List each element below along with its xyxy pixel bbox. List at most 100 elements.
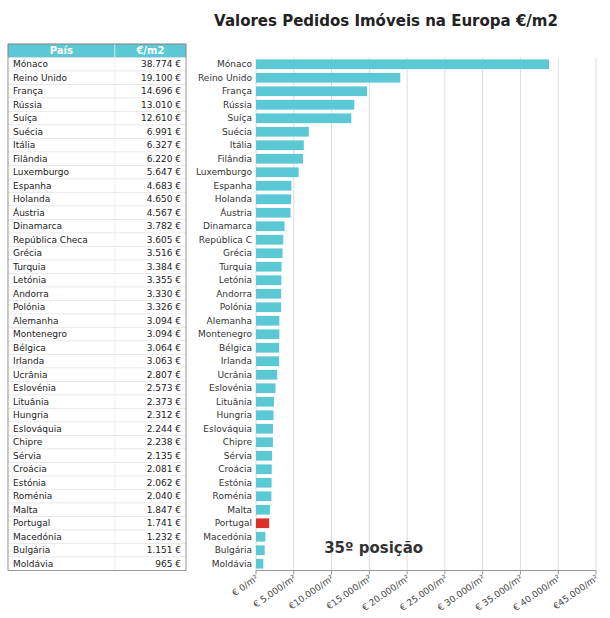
table-row (8, 247, 186, 261)
y-tick-label: Filândia (218, 154, 252, 164)
y-tick-label: Roménia (213, 491, 252, 501)
table-divider (114, 490, 115, 504)
x-tick (407, 571, 408, 575)
table-divider (114, 544, 115, 558)
table-value: 5.647 € (147, 167, 182, 177)
y-tick-label: Bulgária (215, 545, 252, 555)
table-divider (114, 98, 115, 112)
bar (256, 518, 269, 528)
table-row (8, 355, 186, 369)
table-country: Bélgica (13, 343, 46, 353)
y-tick-label: Eslovénia (209, 383, 252, 393)
table-row (8, 449, 186, 463)
table-value: 2.040 € (147, 491, 182, 501)
table-value: 38.774 € (141, 59, 181, 69)
table-country: Bulgária (13, 545, 50, 555)
table-divider (114, 247, 115, 261)
table-row (8, 139, 186, 153)
y-tick-label: Dinamarca (203, 221, 252, 231)
bar (256, 397, 274, 407)
table-value: 1.151 € (147, 545, 182, 555)
table-row (8, 152, 186, 166)
x-tick (256, 571, 257, 575)
table-divider (114, 476, 115, 490)
x-tick (558, 571, 559, 575)
bar (256, 410, 273, 420)
table-divider (114, 355, 115, 369)
table-row (8, 557, 186, 571)
bar (256, 464, 272, 474)
bar (256, 248, 283, 258)
x-tick (596, 571, 597, 575)
table-value: 3.782 € (147, 221, 182, 231)
table-divider (114, 220, 115, 234)
table-country: Turquia (12, 262, 46, 272)
table-row (8, 422, 186, 436)
table-row (8, 193, 186, 207)
x-axis-line (256, 570, 596, 571)
x-tick (482, 571, 483, 575)
grid-line (331, 58, 332, 571)
table-row (8, 287, 186, 301)
bar (256, 370, 277, 380)
table-value: 2.238 € (147, 437, 182, 447)
table-value: 965 € (155, 559, 181, 569)
y-axis: MónacoReino UnidoFrançaRússiaSuíçaSuécia… (196, 59, 253, 569)
table-value: 2.312 € (147, 410, 182, 420)
table-value: 3.063 € (147, 356, 182, 366)
table-divider (114, 395, 115, 409)
bar (256, 59, 549, 69)
bar (256, 73, 400, 83)
table-value: 3.384 € (147, 262, 182, 272)
bar (256, 181, 291, 191)
grid-line (596, 58, 597, 571)
y-tick-label: França (222, 86, 252, 96)
table-divider (114, 193, 115, 207)
y-tick-label: Alemanha (207, 316, 252, 326)
chart-svg: Valores Pedidos Imóveis na Europa €/m2€ … (0, 0, 610, 618)
grid-line (482, 58, 483, 571)
table-divider (114, 530, 115, 544)
x-tick (293, 571, 294, 575)
table-divider (114, 409, 115, 423)
y-tick-label: Moldávia (212, 559, 252, 569)
table-row (8, 490, 186, 504)
y-tick-label: Ucrânia (218, 370, 252, 380)
table-country: República Checa (13, 235, 88, 245)
y-tick-label: República C (199, 235, 252, 245)
table-value: 2.081 € (147, 464, 182, 474)
table-row (8, 503, 186, 517)
bar (256, 208, 291, 218)
table-row (8, 220, 186, 234)
bar (256, 478, 272, 488)
table-country: França (13, 86, 43, 96)
x-axis: € 0/m²€ 5.000/m²€10.000/m²€15.000/m²€ 20… (230, 571, 600, 613)
grid-line (558, 58, 559, 571)
table-row (8, 179, 186, 193)
table-country: Estónia (13, 478, 46, 488)
table-header-label: €/m2 (135, 45, 164, 56)
table-row (8, 476, 186, 490)
y-tick-label: Irlanda (221, 356, 252, 366)
table-value: 6.991 € (147, 127, 182, 137)
table-row (8, 341, 186, 355)
table-divider (114, 166, 115, 180)
table-country: Hungria (13, 410, 49, 420)
table-value: 1.741 € (147, 518, 182, 528)
y-tick-label: Croácia (218, 464, 252, 474)
table-divider (114, 233, 115, 247)
bar (256, 356, 279, 366)
table-divider (114, 85, 115, 99)
table-value: 2.807 € (147, 370, 182, 380)
table-country: Áustria (13, 207, 45, 218)
table-row (8, 544, 186, 558)
bar (256, 86, 367, 96)
grid-line (444, 58, 445, 571)
table-country: Suécia (13, 127, 43, 137)
table-divider (114, 179, 115, 193)
y-tick-label: Suíça (228, 113, 252, 123)
table-divider (114, 125, 115, 139)
table-divider (114, 301, 115, 315)
bar (256, 167, 299, 177)
y-tick-label: Malta (227, 505, 252, 515)
